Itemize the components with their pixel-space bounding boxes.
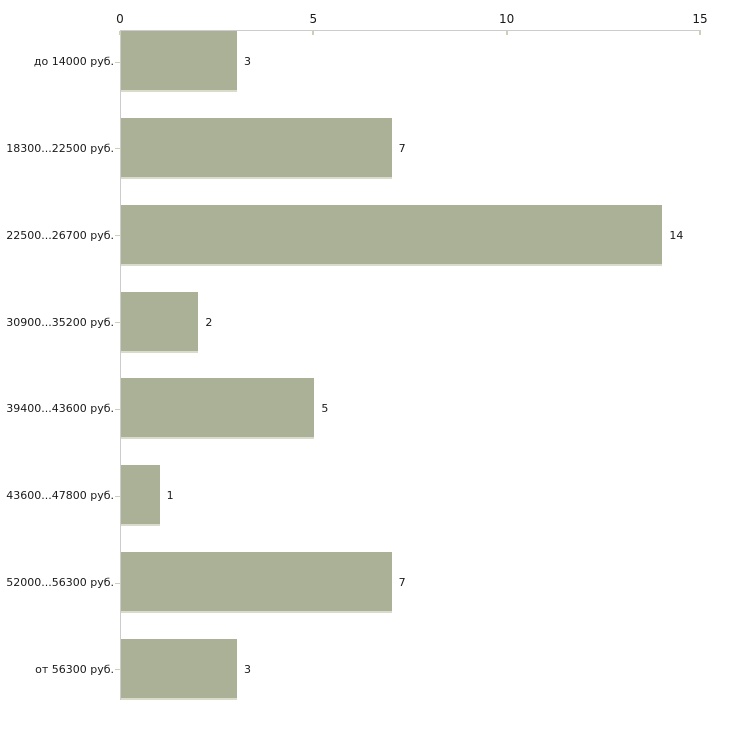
- bar-row: 2: [115, 291, 721, 353]
- bar: [121, 638, 237, 700]
- category-tick-mark: [115, 408, 120, 410]
- bar: [121, 465, 160, 527]
- bar-row: 7: [115, 117, 721, 179]
- x-axis-line: [120, 30, 701, 31]
- bar-value-label: 7: [398, 141, 406, 155]
- category-tick-mark: [115, 495, 120, 497]
- category-tick-mark: [115, 582, 120, 584]
- category-tick-mark: [115, 148, 120, 150]
- category-label: от 56300 руб.: [35, 662, 114, 676]
- bar-row: 3: [115, 31, 721, 92]
- bar-value-label: 7: [398, 576, 406, 590]
- category-tick-mark: [115, 669, 120, 671]
- bar: [121, 31, 237, 92]
- bar-row: 5: [115, 378, 721, 440]
- category-tick-mark: [115, 322, 120, 324]
- bar: [121, 291, 199, 353]
- bar-row: 14: [115, 204, 721, 266]
- bar: [121, 378, 315, 440]
- x-axis-tick-mark: [119, 31, 121, 35]
- bar-value-label: 1: [166, 489, 174, 503]
- category-label: 43600...47800 руб.: [6, 489, 114, 503]
- bar-value-label: 5: [321, 402, 329, 416]
- bar: [121, 552, 392, 614]
- x-axis-tick-label: 10: [499, 12, 515, 26]
- bar-value-label: 2: [205, 315, 213, 329]
- bar-row: 3: [115, 638, 721, 700]
- x-axis-tick-mark: [312, 31, 315, 35]
- x-axis-tick-label: 15: [692, 12, 708, 26]
- x-axis-tick-mark: [505, 31, 508, 35]
- bar-value-label: 3: [244, 55, 251, 68]
- bar: [121, 117, 392, 179]
- bar-row: 7: [115, 552, 721, 614]
- category-label: 22500...26700 руб.: [6, 228, 114, 242]
- category-label: 30900...35200 руб.: [6, 315, 114, 329]
- bar-row: 1: [115, 465, 721, 527]
- x-axis-tick-mark: [699, 31, 701, 35]
- bar-value-label: 14: [669, 228, 684, 242]
- category-tick-mark: [115, 61, 120, 63]
- bar-value-label: 3: [244, 662, 251, 676]
- bars-plot-area: 3 7 14 2 5 1 7 3: [115, 31, 721, 700]
- category-label: 39400...43600 руб.: [6, 402, 114, 416]
- bar: [121, 204, 663, 266]
- x-axis-tick-label: 0: [116, 12, 124, 26]
- category-label: до 14000 руб.: [33, 55, 114, 68]
- x-axis-tick-label: 5: [309, 12, 318, 26]
- category-label: 18300...22500 руб.: [6, 141, 114, 155]
- category-labels-column: до 14000 руб. 18300...22500 руб. 22500...2…: [0, 31, 114, 700]
- category-label: 52000...56300 руб.: [6, 576, 114, 590]
- category-tick-mark: [115, 235, 120, 237]
- y-axis-line: [120, 30, 121, 700]
